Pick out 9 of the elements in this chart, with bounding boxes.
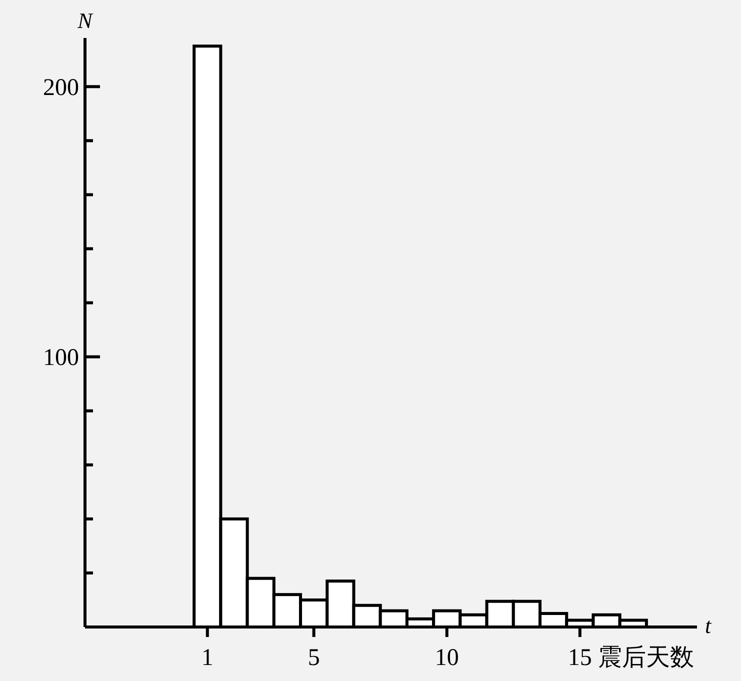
y-tick-label: 100 <box>43 345 79 372</box>
y-axis-title: N <box>76 8 94 33</box>
y-tick-label: 200 <box>43 75 79 102</box>
x-tick-label: 10 <box>434 645 459 671</box>
x-tick-label: 1 <box>201 645 214 671</box>
text: 震后天数 <box>598 645 694 671</box>
x-tick-label: 5 <box>308 645 320 671</box>
x-axis-title: t <box>705 613 712 638</box>
x-tick-label: 15 <box>568 645 592 671</box>
